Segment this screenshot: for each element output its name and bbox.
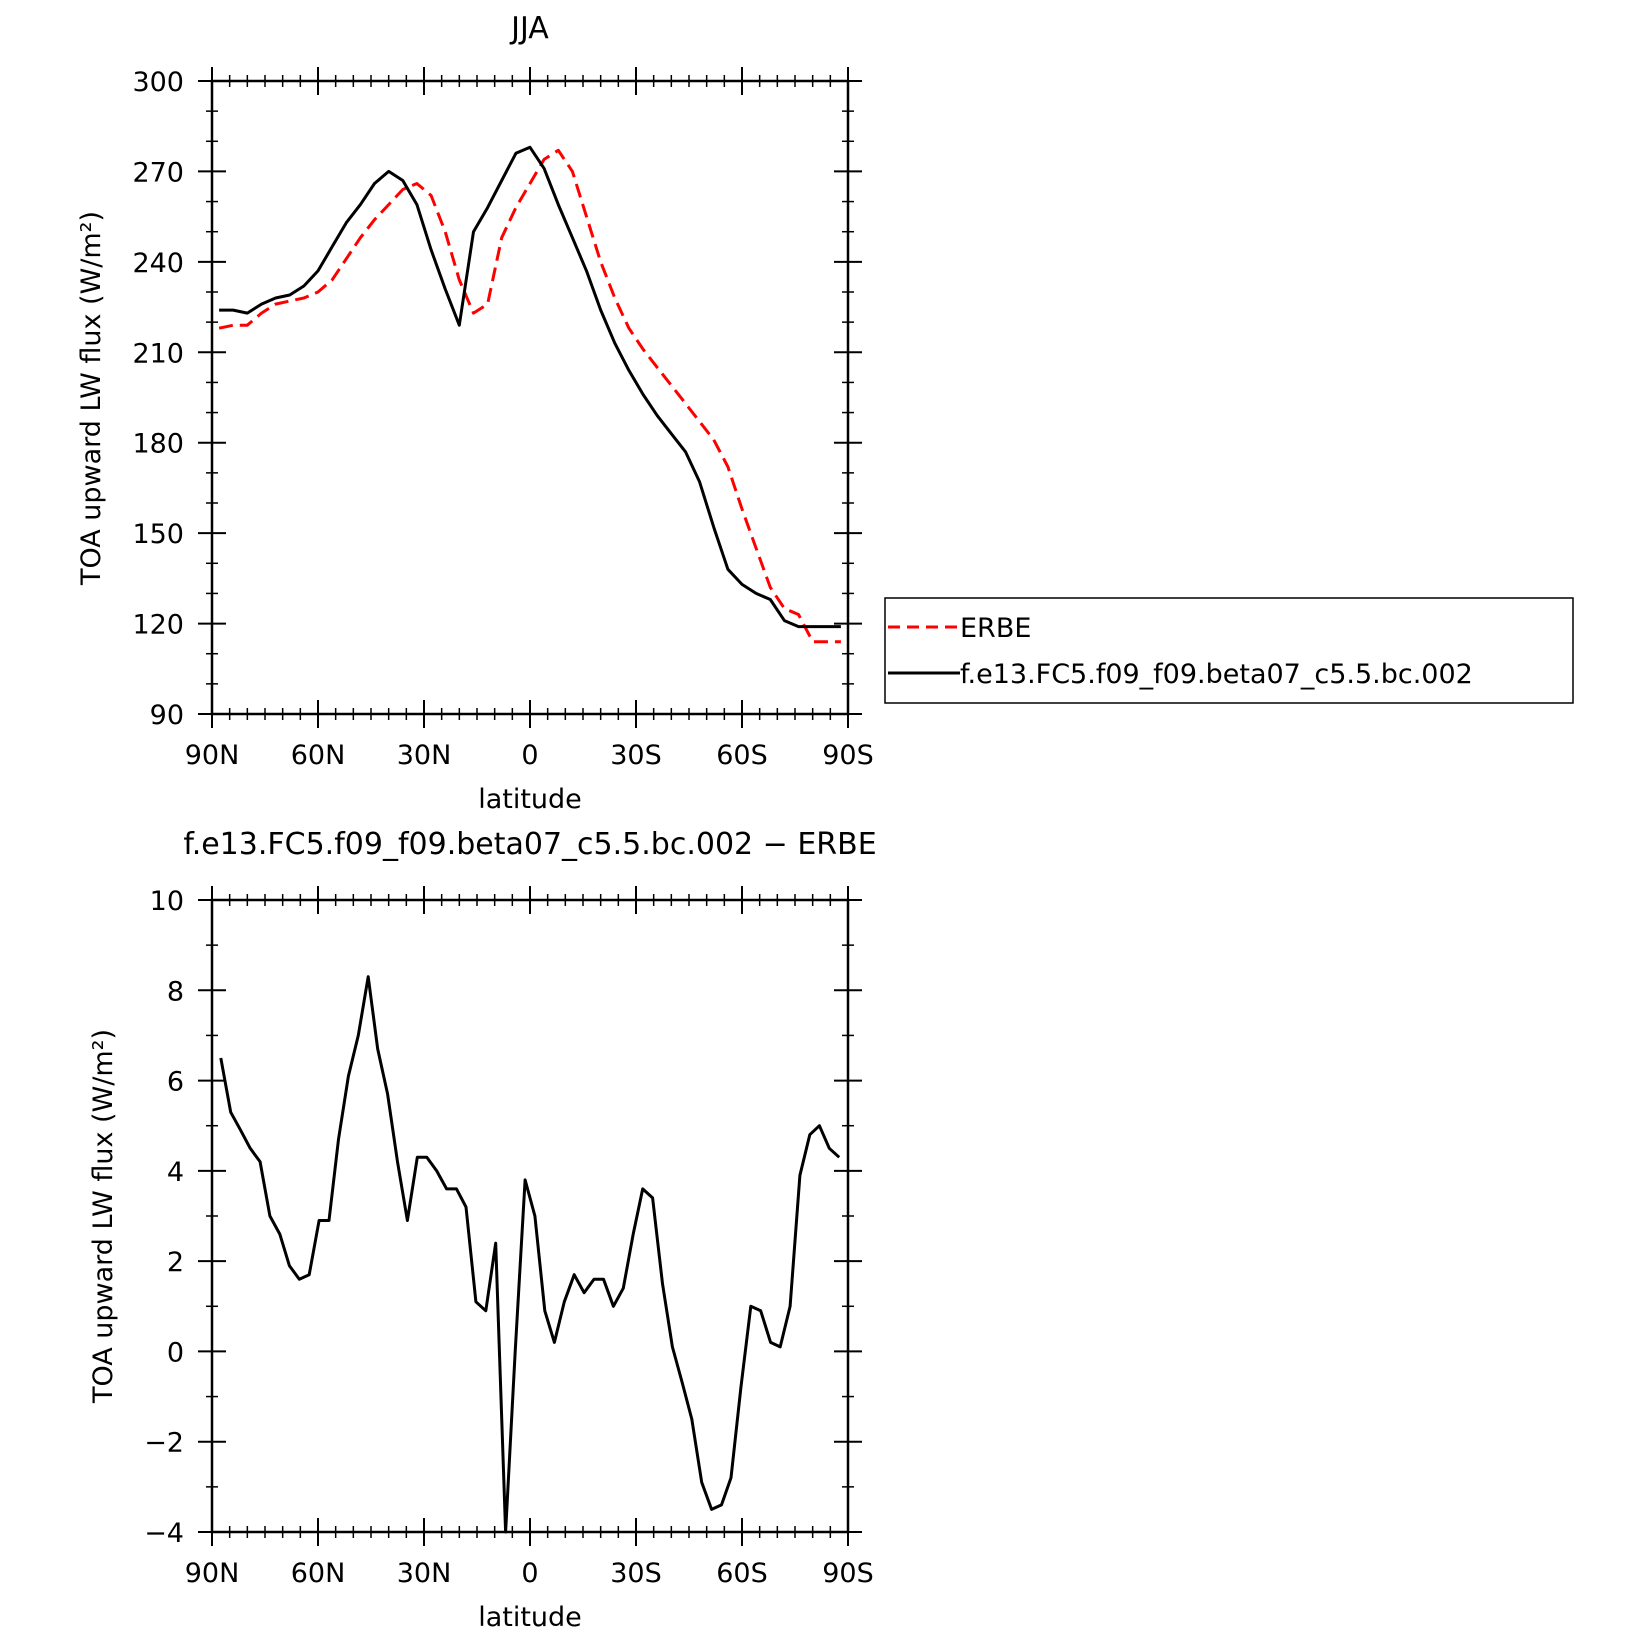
x-tick-label: 90S [822, 1558, 874, 1589]
y-tick-label: 180 [132, 429, 184, 460]
plot-frame [210, 898, 850, 1534]
y-tick-label: 4 [167, 1157, 184, 1188]
top-axes: 90N 60N 30N 0 30S 60S 90S 90 120 150 180 210 240 270 3… [132, 67, 874, 771]
bottom-panel: f.e13.FC5.f09_f09.beta07_c5.5.bc.002 − E… [88, 827, 877, 1633]
top-plot-title: JJA [509, 11, 549, 46]
bottom-y-axis-title: TOA upward LW flux (W/m²) [88, 1029, 119, 1404]
legend-label-model: f.e13.FC5.f09_f09.beta07_c5.5.bc.002 [960, 659, 1473, 690]
y-tick-label: 150 [132, 519, 184, 550]
y-tick-label: 300 [132, 67, 184, 98]
series-line-1 [219, 145, 841, 629]
legend: ERBE f.e13.FC5.f09_f09.beta07_c5.5.bc.00… [884, 597, 1574, 704]
y-tick-label: −2 [144, 1428, 184, 1459]
top-series-group [218, 145, 841, 644]
x-tick-label: 60N [291, 1558, 346, 1589]
top-x-axis-title: latitude [478, 784, 582, 815]
y-tick-label: 8 [167, 976, 184, 1007]
y-tick-label: 240 [132, 248, 184, 279]
x-tick-label: 0 [521, 740, 538, 771]
x-tick-label: 60N [291, 740, 346, 771]
plot-frame [210, 79, 850, 716]
x-tick-label: 90N [185, 740, 240, 771]
top-panel: JJA 90N 60N 30N 0 30S 60S 90S 90 120 150 180 210 240… [76, 11, 1574, 815]
x-tick-label: 30N [397, 740, 452, 771]
x-tick-label: 0 [521, 1558, 538, 1589]
bottom-axes: 90N 60N 30N 0 30S 60S 90S −4 −2 0 2 4 6 8 10 [144, 886, 874, 1589]
x-tick-label: 90N [185, 1558, 240, 1589]
series-line-0 [219, 975, 841, 1534]
y-tick-label: 90 [150, 700, 184, 731]
y-tick-label: −4 [144, 1518, 184, 1549]
y-tick-label: 210 [132, 338, 184, 369]
legend-label-erbe: ERBE [960, 613, 1031, 644]
top-y-axis-title: TOA upward LW flux (W/m²) [76, 211, 107, 586]
x-tick-label: 60S [716, 740, 768, 771]
x-tick-label: 60S [716, 1558, 768, 1589]
y-tick-label: 6 [167, 1067, 184, 1098]
bottom-series-group [219, 975, 841, 1534]
x-tick-label: 90S [822, 740, 874, 771]
x-tick-label: 30S [610, 740, 662, 771]
series-line-0 [218, 148, 841, 644]
legend-box [884, 597, 1574, 704]
x-tick-label: 30S [610, 1558, 662, 1589]
x-tick-label: 30N [397, 1558, 452, 1589]
bottom-plot-title: f.e13.FC5.f09_f09.beta07_c5.5.bc.002 − E… [183, 827, 876, 862]
y-tick-label: 120 [132, 610, 184, 641]
y-tick-label: 10 [150, 886, 184, 917]
y-tick-label: 2 [167, 1247, 184, 1278]
y-tick-label: 0 [167, 1337, 184, 1368]
y-tick-label: 270 [132, 157, 184, 188]
bottom-x-axis-title: latitude [478, 1602, 582, 1633]
